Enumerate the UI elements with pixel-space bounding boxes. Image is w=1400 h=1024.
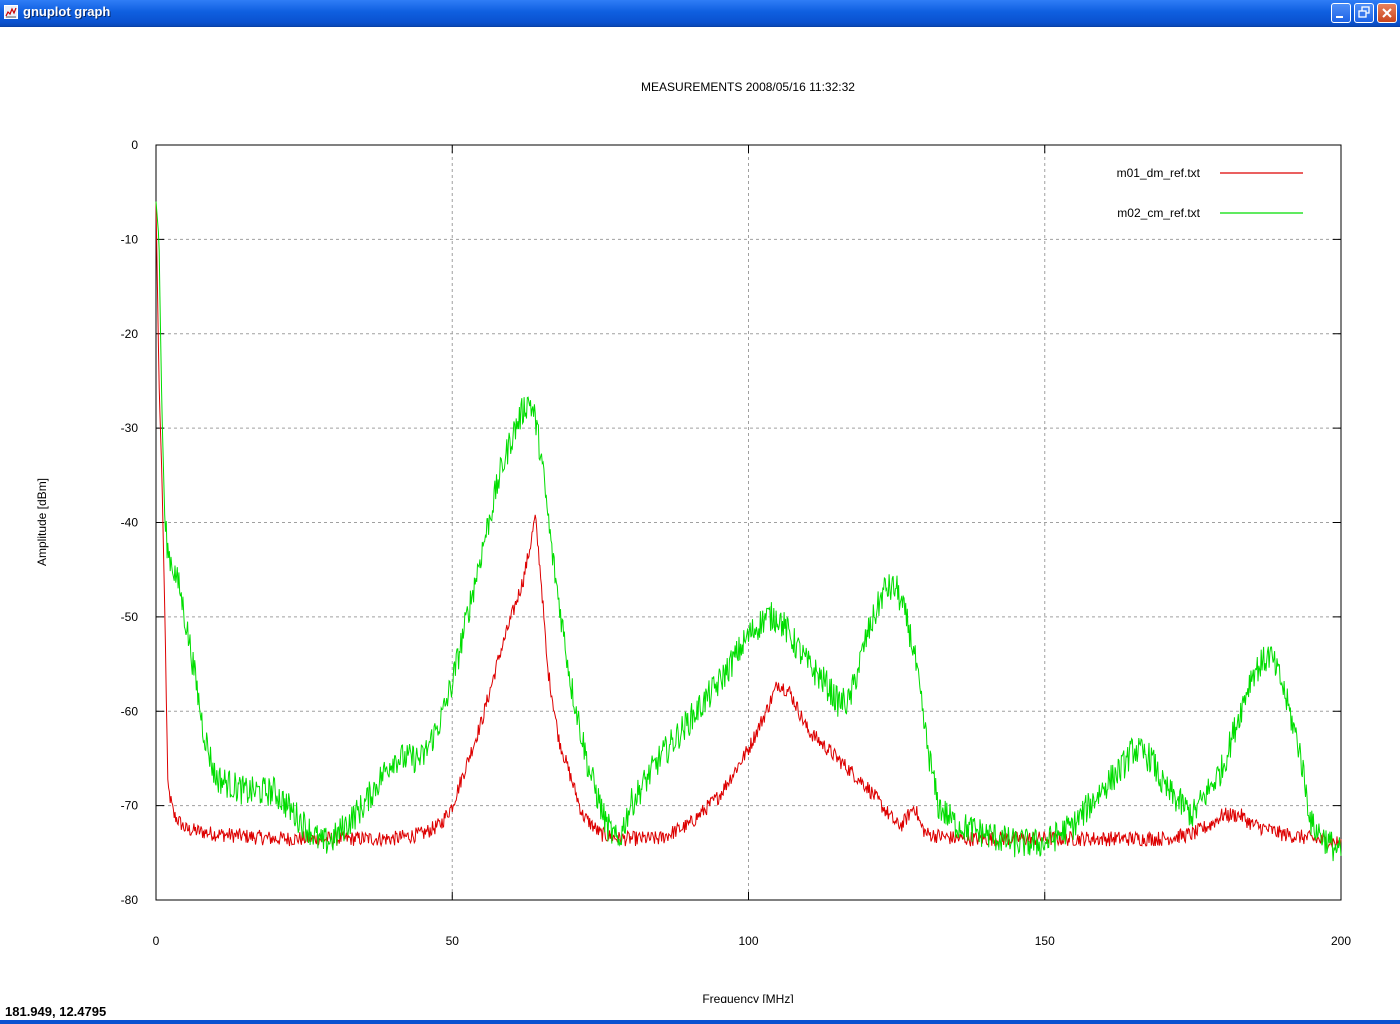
plot-frame: [155, 144, 1342, 901]
legend: m01_dm_ref.txt m02_cm_ref.txt: [1117, 166, 1303, 220]
y-tick-label: -50: [121, 610, 139, 624]
chart-title: MEASUREMENTS 2008/05/16 11:32:32: [641, 80, 855, 94]
y-axis-label: Amplitude [dBm]: [35, 478, 49, 566]
x-tick-label: 50: [446, 934, 460, 948]
y-tick-label: -80: [121, 893, 139, 907]
window-title: gnuplot graph: [23, 4, 111, 19]
x-tick-label: 200: [1331, 934, 1351, 948]
legend-label: m01_dm_ref.txt: [1117, 166, 1201, 180]
series-line-2: [155, 201, 1342, 862]
x-axis-ticks: 0 50 100 150 200: [153, 145, 1351, 948]
mouse-coordinates-readout: 181.949, 12.4795: [5, 1004, 107, 1019]
y-axis-ticks: 0 -10 -20 -30 -40 -50 -60 -70 -80: [121, 138, 1341, 907]
grid: [156, 145, 1341, 900]
close-icon: [1382, 8, 1392, 18]
taskbar-edge: [0, 1020, 1400, 1024]
y-tick-label: -60: [121, 704, 139, 718]
minimize-button[interactable]: [1331, 3, 1351, 23]
x-axis-label: Frequency [MHz]: [702, 992, 793, 1003]
x-tick-label: 0: [153, 934, 160, 948]
y-tick-label: -40: [121, 516, 139, 530]
x-tick-label: 150: [1035, 934, 1055, 948]
gnuplot-app-icon[interactable]: [4, 5, 18, 19]
plot-area[interactable]: MEASUREMENTS 2008/05/16 11:32:32 0 -10 -20…: [0, 27, 1400, 1003]
title-bar[interactable]: gnuplot graph: [0, 0, 1400, 27]
series-line-1: [155, 201, 1342, 850]
x-tick-label: 100: [738, 934, 758, 948]
minimize-icon: [1336, 16, 1343, 18]
y-tick-label: 0: [131, 138, 138, 152]
restore-button[interactable]: [1354, 3, 1374, 23]
y-tick-label: -70: [121, 799, 139, 813]
restore-icon: [1358, 6, 1370, 18]
legend-label: m02_cm_ref.txt: [1117, 206, 1200, 220]
y-tick-label: -30: [121, 421, 139, 435]
y-tick-label: -10: [121, 232, 139, 246]
series-layer: [155, 201, 1342, 862]
close-button[interactable]: [1377, 3, 1397, 23]
y-tick-label: -20: [121, 327, 139, 341]
